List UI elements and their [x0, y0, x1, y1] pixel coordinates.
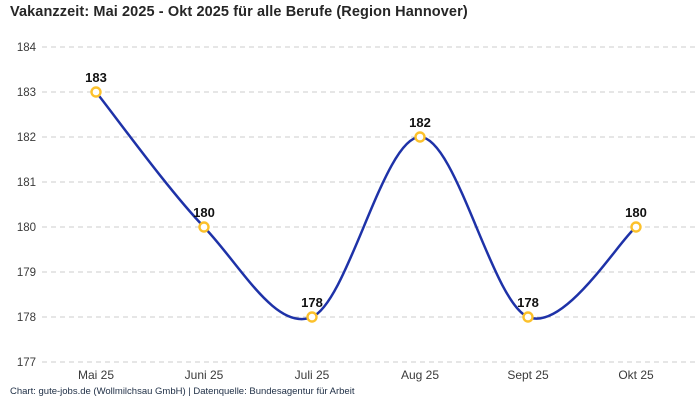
- data-point-label: 178: [301, 295, 323, 310]
- data-point-label: 180: [625, 205, 647, 220]
- y-tick-label: 179: [17, 267, 36, 279]
- y-tick-label: 181: [17, 177, 36, 189]
- x-tick-label: Mai 25: [78, 368, 114, 382]
- y-tick-label: 177: [17, 357, 36, 369]
- data-point-marker: [414, 131, 426, 143]
- x-tick-label: Okt 25: [618, 368, 654, 382]
- x-tick-label: Aug 25: [401, 368, 439, 382]
- chart-attribution: Chart: gute-jobs.de (Wollmilchsau GmbH) …: [10, 386, 355, 397]
- data-point-label: 183: [85, 70, 107, 85]
- y-tick-label: 182: [17, 132, 36, 144]
- data-point-label: 180: [193, 205, 215, 220]
- x-tick-label: Juni 25: [185, 368, 224, 382]
- trend-line: [94, 90, 638, 321]
- x-tick-label: Juli 25: [295, 368, 330, 382]
- chart-title: Vakanzzeit: Mai 2025 - Okt 2025 für alle…: [10, 4, 468, 20]
- y-tick-label: 183: [17, 87, 36, 99]
- y-tick-label: 184: [17, 42, 37, 54]
- y-tick-label: 178: [17, 312, 36, 324]
- data-point-marker: [522, 311, 534, 323]
- data-point-label: 182: [409, 115, 431, 130]
- y-tick-label: 180: [17, 222, 36, 234]
- data-point-label: 178: [517, 295, 539, 310]
- data-point-marker: [198, 221, 210, 233]
- data-point-marker: [630, 221, 642, 233]
- data-point-marker: [90, 86, 102, 98]
- data-point-marker: [306, 311, 318, 323]
- x-tick-label: Sept 25: [507, 368, 549, 382]
